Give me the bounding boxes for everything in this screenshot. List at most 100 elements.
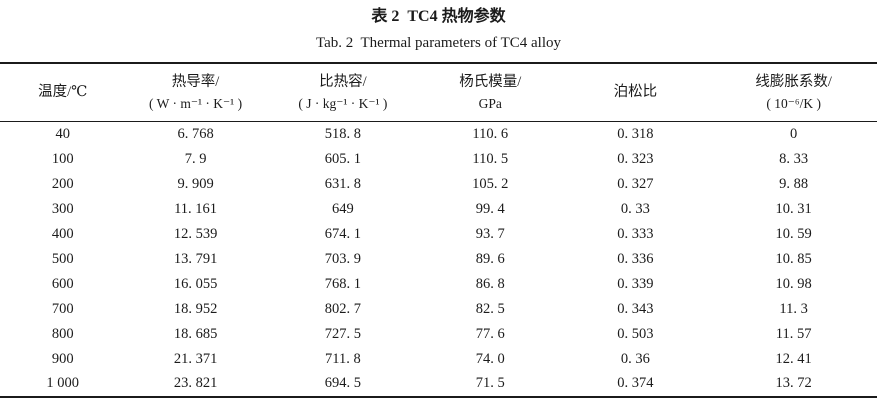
table-cell: 1 000 [46, 375, 80, 391]
table-cell: 40 [55, 125, 70, 142]
header-unit: ( J · kg⁻¹ · K⁻¹ ) [298, 95, 388, 111]
table-cell: 13. 72 [775, 375, 812, 391]
table-cell: 13. 791 [173, 250, 218, 267]
table-row: 40 6. 768 518. 8 110. 6 0. 318 0 [0, 122, 877, 147]
table-row: 800 18. 685 727. 5 77. 6 0. 503 11. 57 [0, 322, 877, 347]
table-cell: 7. 9 [184, 150, 207, 167]
header-thermal-conductivity: 热导率/ ( W · m⁻¹ · K⁻¹ ) [125, 63, 266, 122]
table-cell: 802. 7 [324, 300, 362, 317]
table-cell: 10. 59 [775, 225, 812, 242]
table-cell: 694. 5 [324, 375, 362, 391]
table-cell: 11. 57 [775, 325, 812, 342]
table-cell: 10. 85 [775, 250, 812, 267]
header-specific-heat: 比热容/ ( J · kg⁻¹ · K⁻¹ ) [265, 63, 421, 122]
table-cell: 16. 055 [173, 275, 218, 292]
header-label: 比热容/ [319, 73, 367, 90]
table-row: 300 11. 161 649 99. 4 0. 33 10. 31 [0, 197, 877, 222]
table-captions: 表 2 TC4 热物参数 Tab. 2 Thermal parameters o… [0, 0, 877, 53]
header-poisson-ratio: 泊松比 [560, 63, 711, 122]
table-cell: 605. 1 [324, 150, 362, 167]
table-cell: 21. 371 [173, 350, 218, 367]
table-cell: 800 [51, 325, 74, 342]
table-cell: 0. 33 [620, 200, 650, 217]
header-label: 线膨胀系数/ [755, 73, 832, 90]
header-youngs-modulus: 杨氏模量/ GPa [420, 63, 561, 122]
table-cell: 0. 339 [617, 275, 654, 292]
table-cell: 900 [51, 350, 74, 367]
table-cell: 700 [51, 300, 74, 317]
table-row: 100 7. 9 605. 1 110. 5 0. 323 8. 33 [0, 147, 877, 172]
table-cell: 23. 821 [173, 375, 218, 391]
table-cell: 86. 8 [475, 275, 505, 292]
table-cell: 99. 4 [475, 200, 505, 217]
table-cell: 0 [790, 125, 798, 142]
table-cell: 18. 685 [173, 325, 218, 342]
header-linear-expansion: 线膨胀系数/ ( 10⁻⁶/K ) [710, 63, 877, 122]
header-unit: ( 10⁻⁶/K ) [766, 95, 821, 111]
caption-english: Tab. 2 Thermal parameters of TC4 alloy [316, 35, 561, 51]
table-cell: 10. 98 [775, 275, 812, 292]
table-cell: 105. 2 [472, 175, 509, 192]
table-cell: 518. 8 [324, 125, 362, 142]
table-cell: 74. 0 [475, 350, 505, 367]
table-cell: 11. 3 [779, 300, 808, 317]
table-cell: 0. 318 [617, 125, 654, 142]
table-cell: 6. 768 [177, 125, 214, 142]
table-cell: 0. 503 [617, 325, 654, 342]
table-cell: 0. 343 [617, 300, 654, 317]
table-row: 600 16. 055 768. 1 86. 8 0. 339 10. 98 [0, 272, 877, 297]
table-row: 1 000 23. 821 694. 5 71. 5 0. 374 13. 72 [0, 372, 877, 397]
table-cell: 0. 333 [617, 225, 654, 242]
table-body: 40 6. 768 518. 8 110. 6 0. 318 0 100 7. 9 605. 1… [0, 122, 877, 397]
table-cell: 649 [332, 200, 354, 217]
table-cell: 89. 6 [475, 250, 505, 267]
table-row: 900 21. 371 711. 8 74. 0 0. 36 12. 41 [0, 347, 877, 372]
table-cell: 400 [51, 225, 74, 242]
table-cell: 8. 33 [779, 150, 809, 167]
table-cell: 110. 6 [472, 125, 509, 142]
table-cell: 82. 5 [475, 300, 505, 317]
table-cell: 11. 161 [174, 200, 218, 217]
header-unit: ( W · m⁻¹ · K⁻¹ ) [149, 95, 243, 111]
header-label: 泊松比 [613, 84, 658, 100]
table-cell: 12. 41 [775, 350, 812, 367]
table-cell: 727. 5 [324, 325, 362, 342]
table-cell: 0. 374 [617, 375, 654, 391]
header-row: 温度/℃ 热导率/ ( W · m⁻¹ · K⁻¹ ) 比热容/ ( J · k… [0, 63, 877, 122]
table-cell: 93. 7 [475, 225, 505, 242]
caption-chinese: 表 2 TC4 热物参数 [371, 8, 506, 25]
table-row: 400 12. 539 674. 1 93. 7 0. 333 10. 59 [0, 222, 877, 247]
table-cell: 600 [51, 275, 74, 292]
table-cell: 0. 327 [617, 175, 654, 192]
table-cell: 768. 1 [324, 275, 362, 292]
table-cell: 674. 1 [324, 225, 362, 242]
table-cell: 200 [51, 175, 74, 192]
table-header: 温度/℃ 热导率/ ( W · m⁻¹ · K⁻¹ ) 比热容/ ( J · k… [0, 63, 877, 122]
table-cell: 110. 5 [472, 150, 509, 167]
thermal-parameters-table: 温度/℃ 热导率/ ( W · m⁻¹ · K⁻¹ ) 比热容/ ( J · k… [0, 62, 877, 398]
table-cell: 9. 909 [177, 175, 214, 192]
table-row: 200 9. 909 631. 8 105. 2 0. 327 9. 88 [0, 172, 877, 197]
table-row: 700 18. 952 802. 7 82. 5 0. 343 11. 3 [0, 297, 877, 322]
table-cell: 703. 9 [324, 250, 362, 267]
table-cell: 77. 6 [475, 325, 505, 342]
table-cell: 100 [51, 150, 74, 167]
header-label: 温度/℃ [38, 84, 88, 100]
table-cell: 500 [51, 250, 74, 267]
header-label: 杨氏模量/ [459, 73, 522, 90]
table-cell: 631. 8 [324, 175, 362, 192]
table-cell: 711. 8 [325, 350, 361, 367]
table-cell: 9. 88 [779, 175, 809, 192]
table-cell: 12. 539 [173, 225, 218, 242]
table-cell: 300 [51, 200, 74, 217]
table-cell: 0. 36 [620, 350, 650, 367]
table-cell: 0. 336 [617, 250, 654, 267]
table-row: 500 13. 791 703. 9 89. 6 0. 336 10. 85 [0, 247, 877, 272]
table-cell: 71. 5 [475, 375, 505, 391]
table-cell: 0. 323 [617, 150, 654, 167]
table-cell: 18. 952 [173, 300, 218, 317]
header-label: 热导率/ [171, 73, 220, 90]
header-temperature: 温度/℃ [0, 63, 126, 122]
table-cell: 10. 31 [775, 200, 812, 217]
